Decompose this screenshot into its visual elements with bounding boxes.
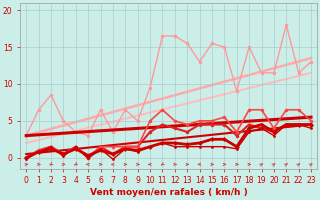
X-axis label: Vent moyen/en rafales ( km/h ): Vent moyen/en rafales ( km/h ) [90, 188, 247, 197]
